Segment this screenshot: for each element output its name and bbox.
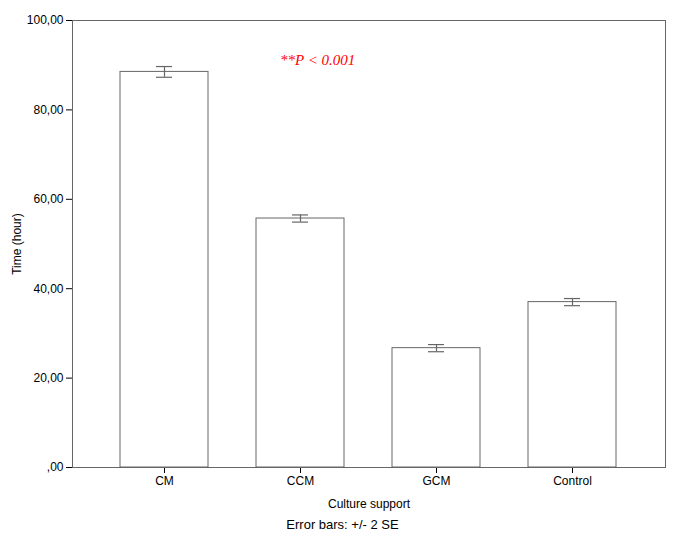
svg-text:CCM: CCM [287,474,314,488]
html-text:Error bars: +/- 2 SE: Error bars: +/- 2 SE [286,517,399,532]
svg-text:40,00: 40,00 [33,282,63,296]
svg-text:GCM: GCM [423,474,451,488]
svg-text:**P < 0.001: **P < 0.001 [280,52,355,68]
svg-text:Time (hour): Time (hour) [10,213,24,275]
svg-text:CM: CM [155,474,174,488]
svg-text:100,00: 100,00 [27,13,64,27]
svg-text:80,00: 80,00 [33,103,63,117]
svg-text:60,00: 60,00 [33,192,63,206]
svg-text:20,00: 20,00 [33,371,63,385]
svg-text:,00: ,00 [47,460,64,474]
svg-text:Control: Control [553,474,592,488]
svg-text:Culture support: Culture support [328,497,411,511]
